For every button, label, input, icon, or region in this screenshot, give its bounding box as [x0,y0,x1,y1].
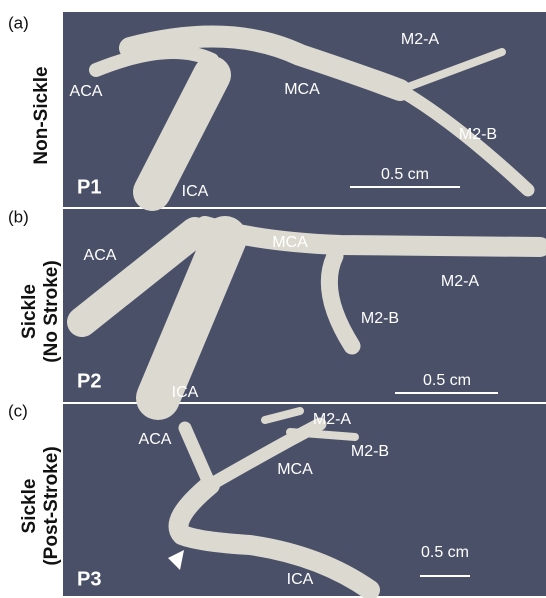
panel-letter: (a) [8,13,29,32]
vessel-label: M2-A [401,31,440,48]
vessel-label: MCA [284,81,320,98]
scale-label: 0.5 cm [423,372,471,389]
figure: (a) Non-Sickle P1 0.5 cm ACA MCA M2-A M2-B ICA (b… [0,0,546,598]
vessel-label: MCA [277,461,313,478]
vessel-label: M2-B [351,443,389,460]
vessel-label: ACA [84,247,117,264]
vessel-label: M2-A [313,411,352,428]
vessel-label: ACA [139,431,172,448]
row-label: (Post-Stroke) [41,446,62,565]
vessel-label: ACA [70,83,103,100]
vessel-label: ICA [287,571,314,588]
patient-id: P3 [77,568,101,590]
vessel-label: ICA [172,384,199,401]
scale-label: 0.5 cm [381,166,429,183]
vessel-label: M2-A [441,273,480,290]
row-label: Sickle [19,479,40,534]
panel-letter: (b) [8,207,29,226]
row-label: Non-Sickle [31,66,52,164]
patient-id: P1 [77,176,101,198]
row-label: Sickle [19,284,40,339]
vessel-label: MCA [272,234,308,251]
vessel-label: M2-B [361,310,399,327]
patient-id: P2 [77,370,101,392]
vessel-label: ICA [182,183,209,200]
vessel-label: M2-B [459,126,497,143]
scale-label: 0.5 cm [421,544,469,561]
row-label: (No Stroke) [41,260,62,362]
panel-letter: (c) [8,401,28,420]
